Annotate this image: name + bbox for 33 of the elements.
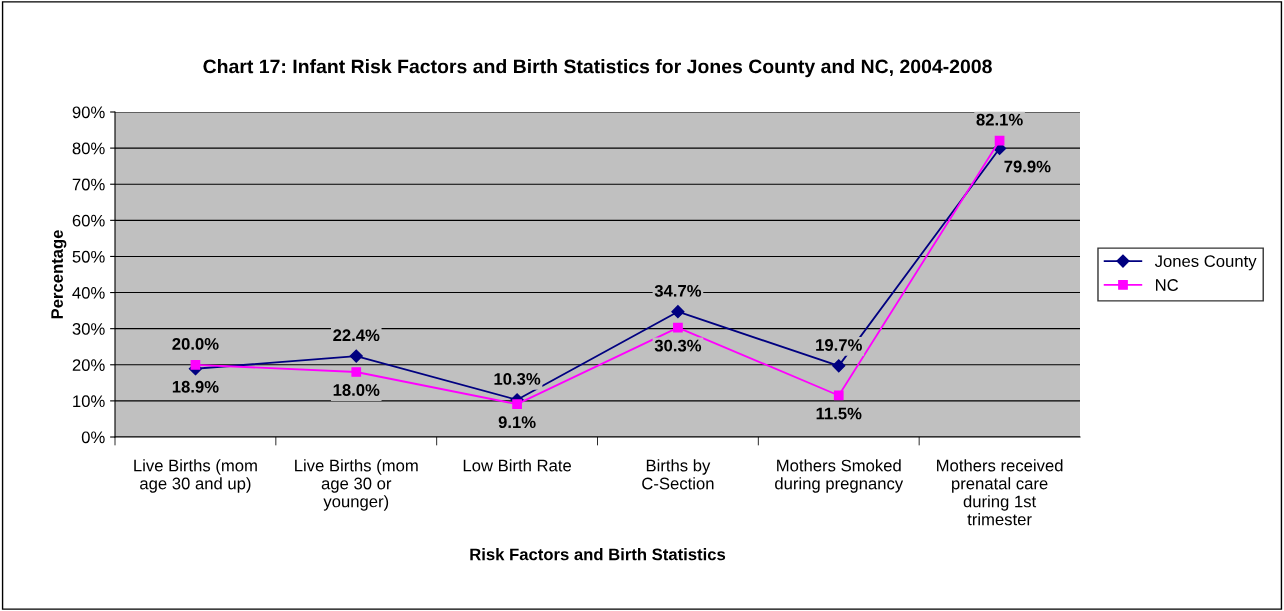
x-tick-label: Mothers received prenatal care during 1st trimester (937, 459, 1063, 526)
y-tick-label: 90% (72, 106, 105, 119)
legend-label: NC (1156, 279, 1179, 291)
y-tick-label: 80% (72, 142, 105, 155)
legend-label: Jones County (1154, 255, 1257, 271)
x-tick-label: Live Births (mom age 30 and up) (134, 459, 257, 493)
data-label: 22.4% (333, 329, 380, 342)
x-axis-title: Risk Factors and Birth Statistics (470, 548, 726, 561)
y-axis-title: Percentage (51, 230, 67, 319)
data-label: 11.5% (816, 407, 862, 420)
data-label: 19.7% (816, 339, 862, 351)
data-label: 18.0% (333, 384, 380, 396)
y-tick-label: 70% (72, 178, 105, 191)
data-label: 20.0% (172, 338, 219, 350)
data-label: 79.9% (1004, 160, 1051, 173)
data-label: 10.3% (494, 373, 541, 385)
y-tick-label: 30% (72, 323, 105, 335)
y-tick-label: 10% (73, 395, 105, 408)
y-tick-label: 50% (72, 250, 105, 263)
y-tick-label: 20% (72, 359, 105, 371)
y-tick-label: 40% (72, 286, 105, 299)
chart-title: Chart 17: Infant Risk Factors and Birth Statistics for Jones County and NC, 2004-2008 (203, 59, 992, 78)
x-tick-label: Mothers Smoked during pregnancy (775, 459, 904, 493)
x-tick-label: Low Birth Rate (463, 459, 571, 472)
data-label: 30.3% (654, 339, 702, 352)
y-tick-label: 60% (72, 214, 105, 227)
data-label: 18.9% (172, 380, 219, 393)
x-tick-label: Live Births (mom age 30 or younger) (295, 459, 418, 511)
x-tick-label: Births by C-Section (642, 459, 714, 490)
data-label: 82.1% (976, 113, 1023, 126)
data-label: 9.1% (498, 416, 536, 429)
data-label: 34.7% (654, 284, 702, 297)
y-tick-label: 0% (81, 431, 105, 444)
